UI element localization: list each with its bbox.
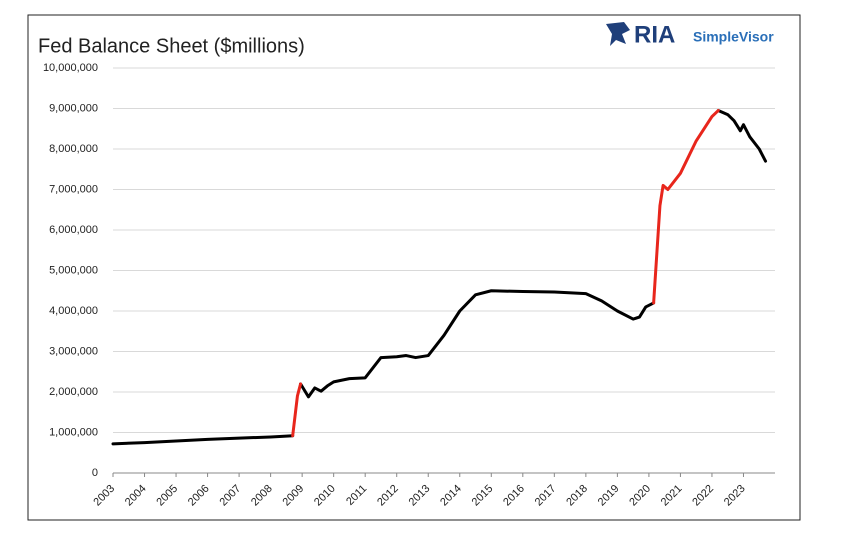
y-tick-label: 3,000,000 [49,345,98,357]
line-segment [716,109,768,163]
logo-icon [606,22,630,46]
logo-sub: SimpleVisor [693,29,774,45]
line-segment [291,382,303,438]
chart-frame [27,14,801,521]
line-segment [111,434,295,446]
y-tick-label: 1,000,000 [49,426,98,438]
logo-name: RIA [634,21,675,48]
y-tick-label: 10,000,000 [43,62,98,74]
y-tick-label: 7,000,000 [49,183,98,195]
line-segment [299,289,656,399]
line-segment [652,109,720,305]
y-tick-label: 4,000,000 [49,305,98,317]
y-tick-label: 0 [92,467,98,479]
y-tick-label: 9,000,000 [49,102,98,114]
y-tick-label: 5,000,000 [49,264,98,276]
y-tick-label: 2,000,000 [49,386,98,398]
y-tick-label: 6,000,000 [49,224,98,236]
y-tick-label: 8,000,000 [49,143,98,155]
chart-title: Fed Balance Sheet ($millions) [38,35,305,57]
